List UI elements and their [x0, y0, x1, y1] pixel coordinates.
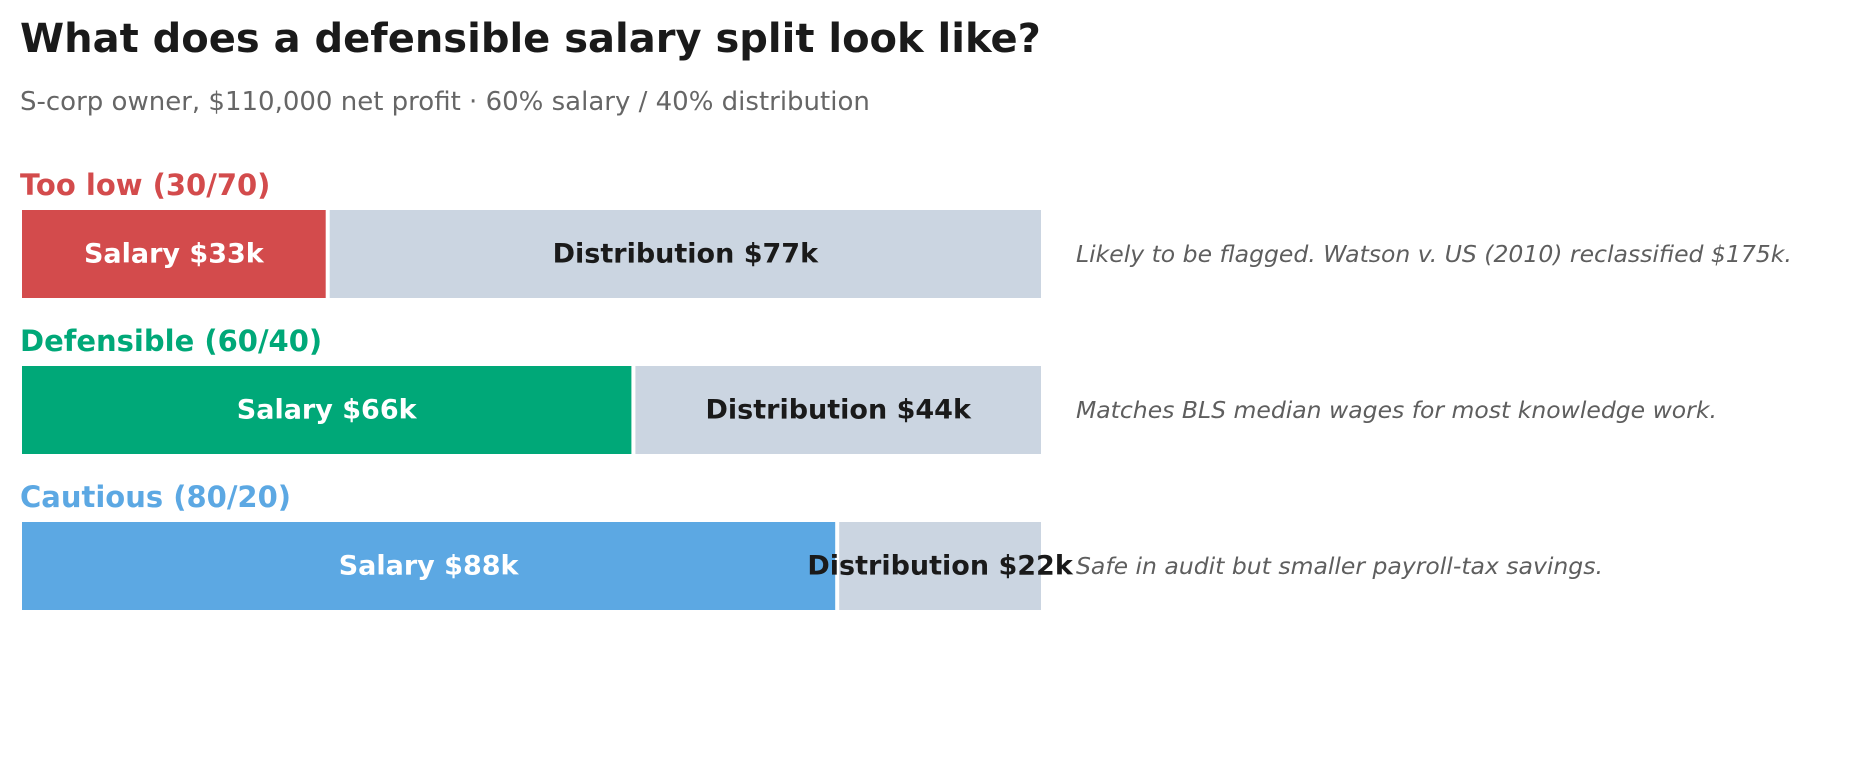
distribution-bar-label: Distribution $77k: [553, 239, 819, 270]
row-label: Too low (30/70): [20, 168, 270, 202]
row-label: Cautious (80/20): [20, 480, 291, 514]
distribution-bar-label: Distribution $44k: [705, 395, 971, 426]
salary-bar-label: Salary $33k: [84, 239, 265, 270]
salary-bar: [22, 210, 326, 298]
row-note: Safe in audit but smaller payroll-tax sa…: [1076, 552, 1603, 580]
row-label: Defensible (60/40): [20, 324, 322, 358]
salary-bar: [22, 366, 632, 454]
distribution-bar: [329, 210, 1041, 298]
chart-rows: Too low (30/70) Salary $33k Distribution $…: [20, 168, 1792, 610]
salary-bar-label: Salary $88k: [339, 551, 520, 582]
row-note: Matches BLS median wages for most knowle…: [1076, 396, 1717, 424]
distribution-bar: [635, 366, 1041, 454]
salary-bar: [22, 522, 836, 610]
distribution-bar-label: Distribution $22k: [807, 551, 1073, 582]
distribution-bar: [839, 522, 1041, 610]
chart-title: What does a defensible salary split look…: [20, 16, 1041, 62]
row-note: Likely to be flagged. Watson v. US (2010…: [1076, 240, 1792, 268]
chart-subtitle: S-corp owner, $110,000 net profit · 60% …: [20, 87, 870, 117]
salary-bar-label: Salary $66k: [237, 395, 418, 426]
